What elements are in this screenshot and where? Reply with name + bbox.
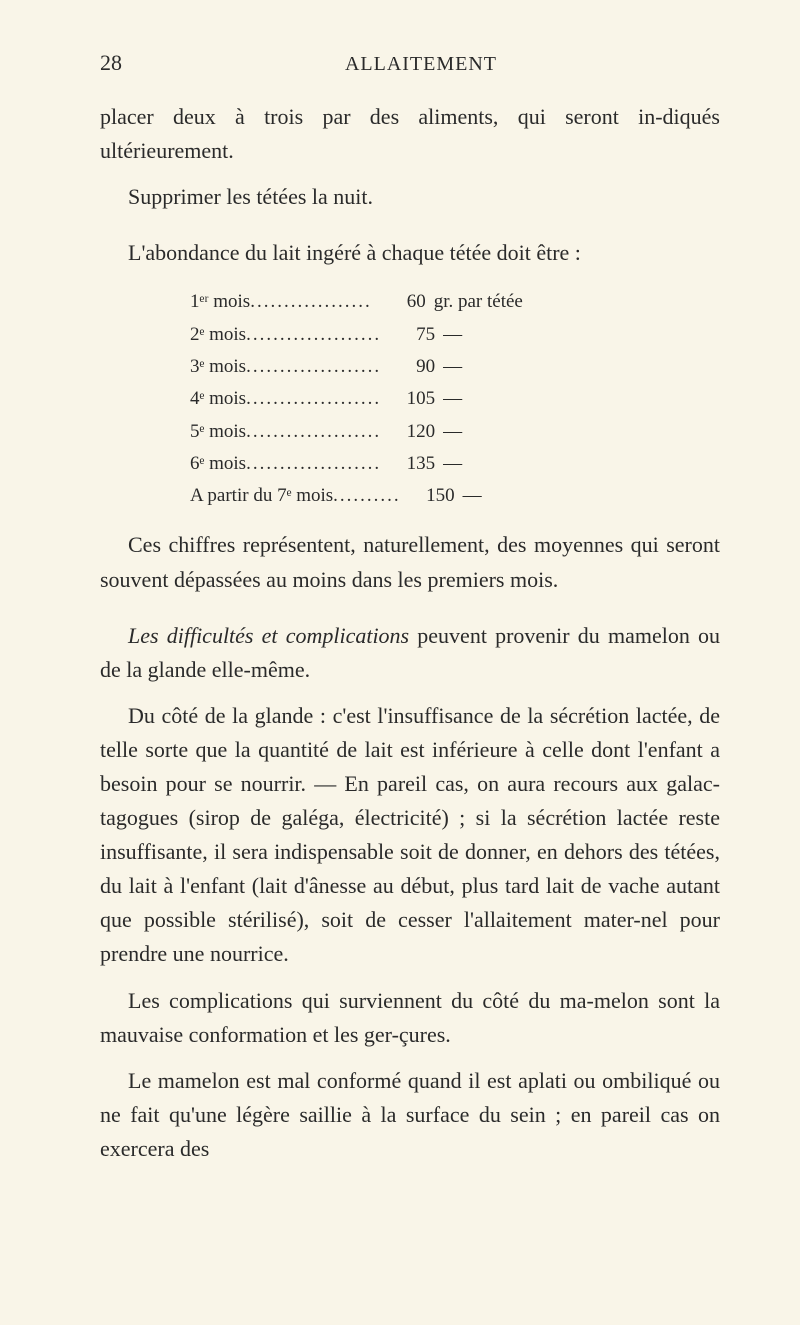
- row-suffix: —: [463, 480, 482, 512]
- row-value: 120: [381, 416, 435, 448]
- row-value: 150: [401, 480, 455, 512]
- page-number: 28: [100, 50, 122, 76]
- row-label: 2ᵉ mois: [190, 319, 246, 351]
- paragraph-8: Le mamelon est mal conformé quand il est…: [100, 1064, 720, 1166]
- row-dots: ....................: [246, 448, 381, 480]
- row-dots: ....................: [246, 319, 381, 351]
- row-value: 90: [381, 351, 435, 383]
- table-row: 6ᵉ mois .................... 135 —: [190, 448, 720, 480]
- paragraph-1: placer deux à trois par des aliments, qu…: [100, 100, 720, 168]
- paragraph-2: Supprimer les tétées la nuit.: [100, 180, 720, 214]
- row-label: 6ᵉ mois: [190, 448, 246, 480]
- table-row: 4ᵉ mois .................... 105 —: [190, 383, 720, 415]
- row-dots: ..................: [250, 286, 372, 318]
- page-header: 28 ALLAITEMENT: [100, 50, 720, 76]
- row-suffix: —: [443, 448, 462, 480]
- row-value: 135: [381, 448, 435, 480]
- table-row: 2ᵉ mois .................... 75 —: [190, 319, 720, 351]
- table-row: A partir du 7ᵉ mois .......... 150 —: [190, 480, 720, 512]
- paragraph-7: Les complications qui surviennent du côt…: [100, 984, 720, 1052]
- row-suffix: —: [443, 383, 462, 415]
- row-label: 3ᵉ mois: [190, 351, 246, 383]
- row-value: 105: [381, 383, 435, 415]
- table-row: 1ᵉʳ mois .................. 60 gr. par t…: [190, 286, 720, 318]
- row-dots: ....................: [246, 383, 381, 415]
- row-dots: ..........: [333, 480, 401, 512]
- row-value: 75: [381, 319, 435, 351]
- table-row: 5ᵉ mois .................... 120 —: [190, 416, 720, 448]
- gap: [100, 226, 720, 236]
- row-label: 1ᵉʳ mois: [190, 286, 250, 318]
- row-suffix: —: [443, 319, 462, 351]
- row-dots: ....................: [246, 416, 381, 448]
- header-title: ALLAITEMENT: [122, 53, 720, 76]
- row-label: 5ᵉ mois: [190, 416, 246, 448]
- paragraph-5: Les difficultés et complications peuvent…: [100, 619, 720, 687]
- gap: [100, 609, 720, 619]
- page: 28 ALLAITEMENT placer deux à trois par d…: [0, 0, 800, 1228]
- row-suffix: —: [443, 351, 462, 383]
- row-suffix: —: [443, 416, 462, 448]
- table-row: 3ᵉ mois .................... 90 —: [190, 351, 720, 383]
- paragraph-4: Ces chiffres représentent, naturellement…: [100, 528, 720, 596]
- paragraph-3: L'abondance du lait ingéré à chaque tété…: [100, 236, 720, 270]
- row-label: 4ᵉ mois: [190, 383, 246, 415]
- paragraph-6: Du côté de la glande : c'est l'insuffisa…: [100, 699, 720, 972]
- feeding-table: 1ᵉʳ mois .................. 60 gr. par t…: [190, 286, 720, 512]
- row-suffix: gr. par tétée: [434, 286, 523, 318]
- row-dots: ....................: [246, 351, 381, 383]
- row-label: A partir du 7ᵉ mois: [190, 480, 333, 512]
- row-value: 60: [372, 286, 426, 318]
- paragraph-5-lead: Les difficultés et complications: [128, 623, 409, 648]
